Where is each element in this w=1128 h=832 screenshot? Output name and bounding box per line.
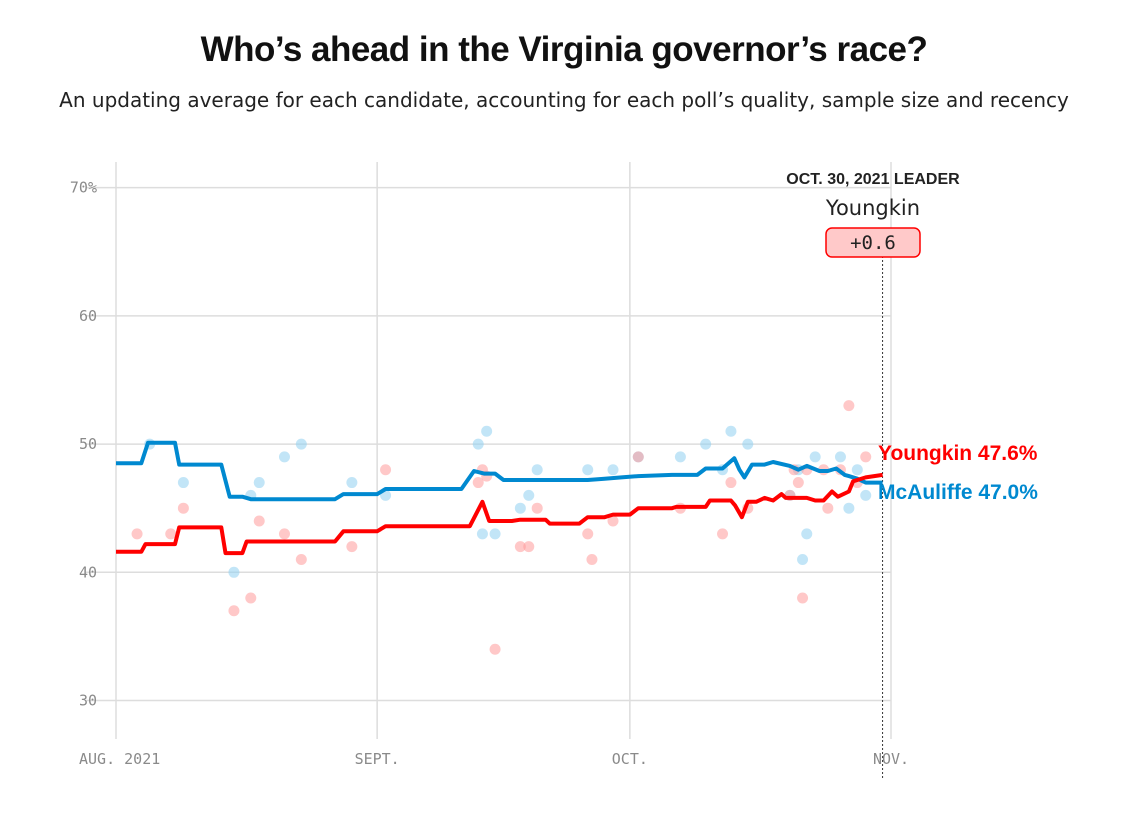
youngkin-poll-dot (380, 464, 392, 476)
x-tick-label: AUG. 2021 (79, 750, 160, 768)
youngkin-end-label: Youngkin 47.6% (878, 442, 1038, 465)
youngkin-poll-dot (822, 502, 834, 514)
youngkin-poll-dot (797, 592, 809, 604)
mcauliffe-poll-dot (742, 438, 754, 450)
x-tick-label: NOV. (873, 750, 909, 768)
leader-margin-badge (825, 227, 921, 258)
youngkin-poll-dot (531, 502, 543, 514)
youngkin-poll-dot (725, 477, 737, 489)
youngkin-poll-dot (607, 515, 619, 527)
youngkin-poll-dot (177, 502, 189, 514)
leader-name: Youngkin (825, 196, 920, 220)
mcauliffe-poll-dot (523, 489, 535, 501)
youngkin-poll-dot (131, 528, 143, 540)
youngkin-poll-dot (717, 528, 729, 540)
mcauliffe-poll-dot (295, 438, 307, 450)
mcauliffe-average-line (116, 440, 883, 502)
mcauliffe-poll-dot (514, 502, 526, 514)
mcauliffe-poll-dot (797, 553, 809, 565)
mcauliffe-poll-dots (144, 425, 872, 578)
mcauliffe-poll-dot (607, 464, 619, 476)
youngkin-poll-dot (792, 477, 804, 489)
y-tick-label: 30 (79, 692, 97, 710)
mcauliffe-poll-dot (674, 451, 686, 463)
y-tick-label: 50 (79, 435, 97, 453)
y-tick-label: 60 (79, 307, 97, 325)
youngkin-poll-dot (472, 477, 484, 489)
mcauliffe-poll-dot (177, 477, 189, 489)
leader-heading: OCT. 30, 2021 LEADER (786, 171, 960, 188)
youngkin-poll-dot (228, 605, 240, 617)
mcauliffe-poll-dot (228, 566, 240, 578)
youngkin-poll-dot (632, 451, 644, 463)
mcauliffe-poll-dot (481, 425, 493, 437)
mcauliffe-poll-dot (725, 425, 737, 437)
x-tick-label: SEPT. (355, 750, 400, 768)
youngkin-poll-dot (843, 400, 855, 412)
mcauliffe-poll-dot (476, 528, 488, 540)
mcauliffe-poll-dot (834, 451, 846, 463)
mcauliffe-poll-dot (253, 477, 265, 489)
youngkin-poll-dot (582, 528, 594, 540)
mcauliffe-poll-dot (801, 528, 813, 540)
youngkin-poll-dot (165, 528, 177, 540)
y-tick-label: 70% (70, 179, 97, 197)
mcauliffe-poll-dot (278, 451, 290, 463)
mcauliffe-poll-dot (700, 438, 712, 450)
page-subtitle: An updating average for each candidate, … (59, 88, 1069, 112)
mcauliffe-poll-dot (489, 528, 501, 540)
youngkin-poll-dot (253, 515, 265, 527)
x-gridlines (115, 162, 892, 739)
mcauliffe-end-label: McAuliffe 47.0% (878, 481, 1038, 504)
youngkin-poll-dot (245, 592, 257, 604)
leader-margin: +0.6 (850, 232, 896, 254)
youngkin-poll-dot (489, 643, 501, 655)
youngkin-poll-dot (860, 451, 872, 463)
youngkin-poll-dot (295, 553, 307, 565)
youngkin-poll-dot (586, 553, 598, 565)
mcauliffe-poll-dot (809, 451, 821, 463)
x-tick-label: OCT. (612, 750, 648, 768)
y-tick-label: 40 (79, 563, 97, 581)
y-axis: 30 40 50 60 70% (70, 179, 97, 710)
x-axis: AUG. 2021 SEPT. OCT. NOV. (79, 750, 909, 768)
mcauliffe-poll-dot (531, 464, 543, 476)
mcauliffe-poll-dot (472, 438, 484, 450)
mcauliffe-poll-dot (843, 502, 855, 514)
youngkin-poll-dot (346, 541, 358, 553)
mcauliffe-poll-dot (860, 489, 872, 501)
youngkin-poll-dot (278, 528, 290, 540)
youngkin-poll-dots (131, 400, 872, 655)
mcauliffe-poll-dot (851, 464, 863, 476)
youngkin-poll-dot (514, 541, 526, 553)
page-title: Who’s ahead in the Virginia governor’s r… (200, 30, 928, 69)
mcauliffe-poll-dot (582, 464, 594, 476)
youngkin-average-line (116, 472, 883, 556)
y-gridlines (86, 186, 891, 702)
mcauliffe-poll-dot (346, 477, 358, 489)
youngkin-poll-dot (523, 541, 535, 553)
